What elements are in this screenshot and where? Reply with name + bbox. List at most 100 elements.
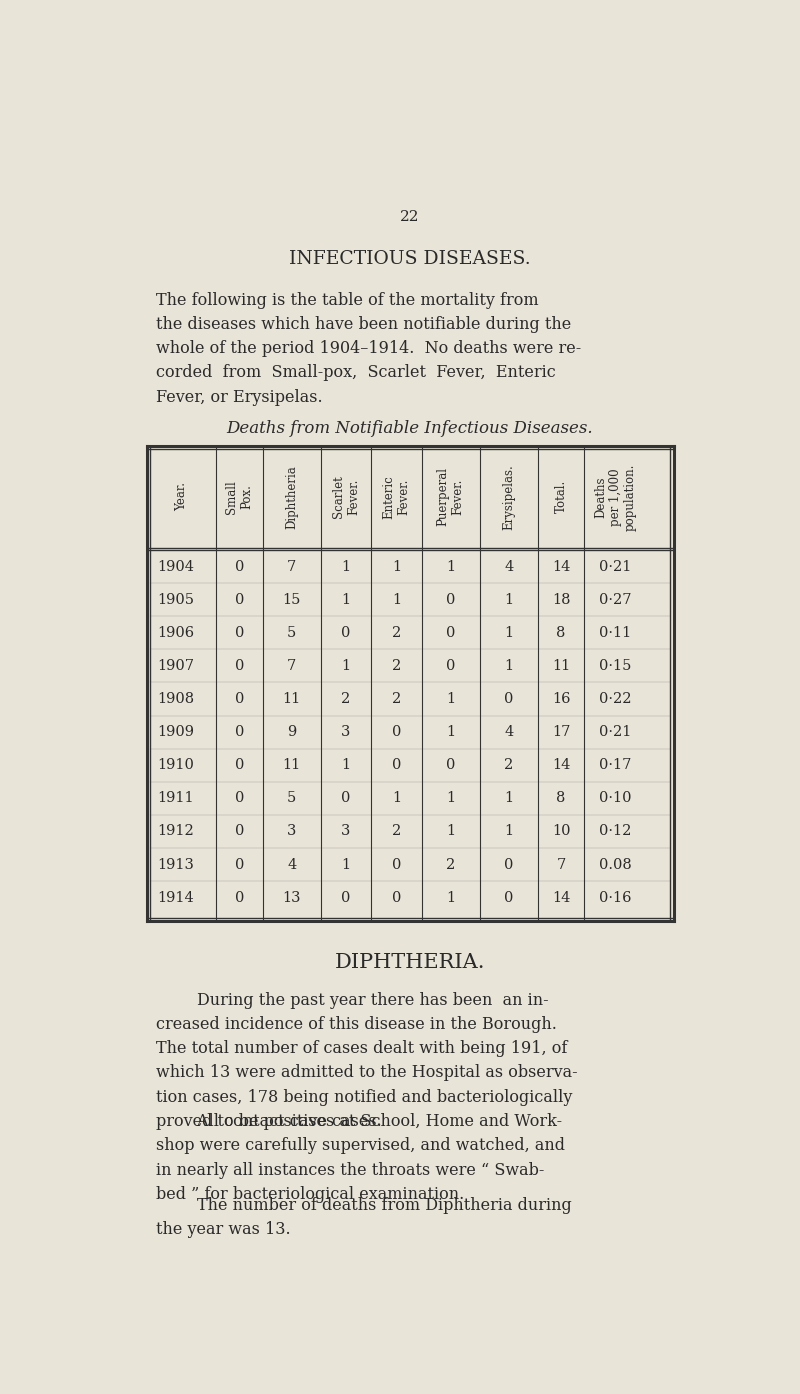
- Text: During the past year there has been  an in-
creased incidence of this disease in: During the past year there has been an i…: [156, 993, 578, 1129]
- Text: 1909: 1909: [158, 725, 194, 739]
- Text: 0: 0: [446, 758, 455, 772]
- Text: 9: 9: [287, 725, 297, 739]
- Text: 2: 2: [392, 824, 401, 838]
- Text: 0: 0: [235, 559, 244, 573]
- Text: Deaths
per 1,000
population.: Deaths per 1,000 population.: [594, 463, 637, 531]
- Text: 1: 1: [342, 659, 350, 673]
- Text: 0: 0: [235, 891, 244, 905]
- Text: 1: 1: [446, 559, 455, 573]
- Text: 1: 1: [342, 592, 350, 606]
- Text: 0·15: 0·15: [599, 659, 631, 673]
- Text: 1: 1: [392, 792, 401, 806]
- Text: 1913: 1913: [158, 857, 194, 871]
- Text: 0: 0: [392, 725, 401, 739]
- Text: 0: 0: [235, 691, 244, 705]
- Text: INFECTIOUS DISEASES.: INFECTIOUS DISEASES.: [289, 251, 531, 269]
- Text: Small
Pox.: Small Pox.: [226, 480, 254, 514]
- Text: 5: 5: [287, 792, 297, 806]
- Text: 0: 0: [235, 758, 244, 772]
- Text: 0: 0: [342, 891, 350, 905]
- Text: The number of deaths from Diphtheria during
the year was 13.: The number of deaths from Diphtheria dur…: [156, 1197, 571, 1238]
- Text: 4: 4: [504, 725, 514, 739]
- Text: 1910: 1910: [158, 758, 194, 772]
- Text: 7: 7: [287, 559, 297, 573]
- Text: 22: 22: [400, 209, 420, 223]
- Text: DIPHTHERIA.: DIPHTHERIA.: [334, 953, 486, 973]
- Text: Deaths from Notifiable Infectious Diseases.: Deaths from Notifiable Infectious Diseas…: [226, 420, 594, 436]
- Text: 0: 0: [446, 626, 455, 640]
- Text: 17: 17: [552, 725, 570, 739]
- Text: 1: 1: [446, 691, 455, 705]
- Text: 14: 14: [552, 891, 570, 905]
- Text: 8: 8: [557, 626, 566, 640]
- Text: Erysipelas.: Erysipelas.: [502, 464, 515, 530]
- Text: 1907: 1907: [158, 659, 194, 673]
- Text: 2: 2: [392, 659, 401, 673]
- Text: 0: 0: [504, 691, 514, 705]
- Text: 4: 4: [287, 857, 297, 871]
- Text: 15: 15: [282, 592, 301, 606]
- Text: 7: 7: [557, 857, 566, 871]
- Text: 2: 2: [392, 691, 401, 705]
- Text: 14: 14: [552, 559, 570, 573]
- Text: 1908: 1908: [158, 691, 194, 705]
- Text: 1911: 1911: [158, 792, 194, 806]
- Text: 2: 2: [392, 626, 401, 640]
- Text: 1: 1: [446, 792, 455, 806]
- Text: 1905: 1905: [158, 592, 194, 606]
- Text: 0·17: 0·17: [599, 758, 631, 772]
- Text: 3: 3: [342, 824, 350, 838]
- Text: 13: 13: [282, 891, 301, 905]
- Text: 1: 1: [504, 626, 514, 640]
- Text: 2: 2: [504, 758, 514, 772]
- Text: 11: 11: [282, 691, 301, 705]
- Text: Scarlet
Fever.: Scarlet Fever.: [332, 475, 360, 519]
- Text: 0·11: 0·11: [599, 626, 631, 640]
- Text: 1: 1: [446, 725, 455, 739]
- Text: 0·12: 0·12: [599, 824, 631, 838]
- Text: 1: 1: [446, 824, 455, 838]
- Text: 0: 0: [504, 857, 514, 871]
- Text: 1: 1: [504, 659, 514, 673]
- Text: 1: 1: [504, 824, 514, 838]
- Text: 0·10: 0·10: [599, 792, 632, 806]
- Text: 0: 0: [446, 592, 455, 606]
- Text: 0: 0: [235, 824, 244, 838]
- Text: 0·21: 0·21: [599, 559, 631, 573]
- Text: All contact cases at School, Home and Work-
shop were carefully supervised, and : All contact cases at School, Home and Wo…: [156, 1114, 565, 1203]
- Text: 11: 11: [282, 758, 301, 772]
- Text: 1: 1: [342, 857, 350, 871]
- Text: 1906: 1906: [158, 626, 194, 640]
- Text: 1: 1: [392, 559, 401, 573]
- Text: 8: 8: [557, 792, 566, 806]
- Text: 0: 0: [235, 725, 244, 739]
- Text: 10: 10: [552, 824, 570, 838]
- Text: 0.08: 0.08: [599, 857, 632, 871]
- Text: Year.: Year.: [175, 482, 188, 512]
- Text: 0·21: 0·21: [599, 725, 631, 739]
- Text: Puerperal
Fever.: Puerperal Fever.: [437, 467, 465, 527]
- Text: 0: 0: [392, 758, 401, 772]
- Text: 1: 1: [446, 891, 455, 905]
- Text: 11: 11: [552, 659, 570, 673]
- Text: 2: 2: [342, 691, 350, 705]
- Text: 1: 1: [342, 559, 350, 573]
- Text: 0: 0: [342, 792, 350, 806]
- Text: 3: 3: [342, 725, 350, 739]
- Text: 0·16: 0·16: [599, 891, 632, 905]
- Text: 1912: 1912: [158, 824, 194, 838]
- Text: 16: 16: [552, 691, 570, 705]
- Text: 1: 1: [504, 792, 514, 806]
- Text: 1: 1: [392, 592, 401, 606]
- Text: 7: 7: [287, 659, 297, 673]
- Text: 0: 0: [392, 857, 401, 871]
- Text: 1904: 1904: [158, 559, 194, 573]
- Text: 14: 14: [552, 758, 570, 772]
- Text: 5: 5: [287, 626, 297, 640]
- Text: 1914: 1914: [158, 891, 194, 905]
- Text: 18: 18: [552, 592, 570, 606]
- Text: 3: 3: [287, 824, 297, 838]
- Text: 0: 0: [235, 792, 244, 806]
- Text: 0·22: 0·22: [599, 691, 632, 705]
- Text: 0: 0: [392, 891, 401, 905]
